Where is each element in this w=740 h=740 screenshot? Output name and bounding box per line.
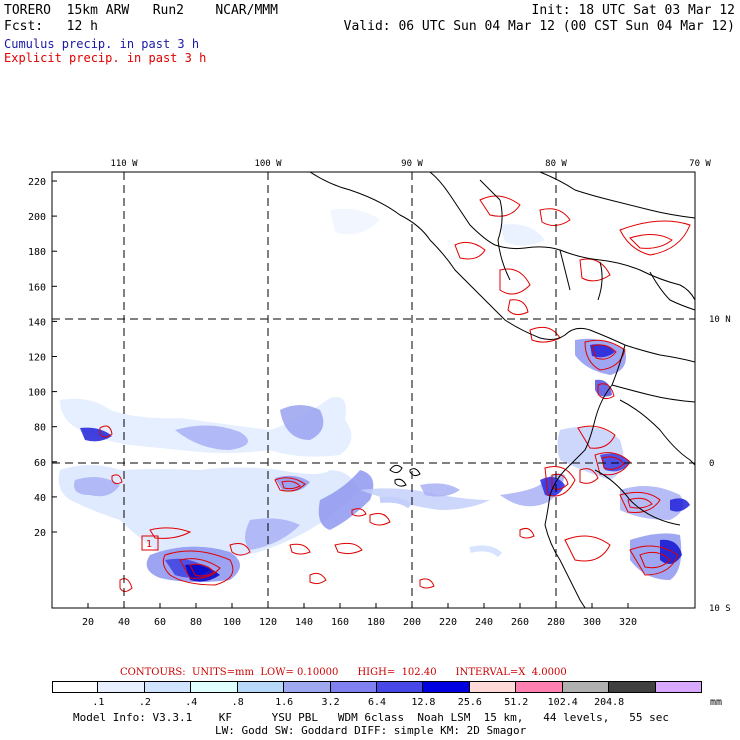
lon-label-80w: 80 W [545, 159, 567, 169]
lat-label-10s: 10 S [709, 604, 731, 614]
colorbar-label: 6.4 [367, 697, 387, 708]
colorbar-cell [330, 681, 377, 693]
colorbar-cell [98, 681, 145, 693]
footer-model-info: Model Info: V3.3.1 KF YSU PBL WDM 6class… [73, 711, 670, 724]
header-line2-left: Fcst: 12 h [4, 19, 98, 34]
lat-labels: 10 N 0 10 S [709, 315, 731, 614]
y-tick-label: 140 [28, 317, 46, 328]
y-tick-label: 80 [34, 423, 46, 434]
colorbar-label: .8 [231, 697, 244, 708]
footer-physics-info: LW: Godd SW: Goddard DIFF: simple KM: 2D… [215, 724, 527, 737]
colorbar-cell [284, 681, 331, 693]
y-tick-label: 180 [28, 247, 46, 258]
colorbar-label: .4 [185, 697, 198, 708]
header-line1-right: Init: 18 UTC Sat 03 Mar 12 [531, 3, 736, 18]
y-tick-label: 120 [28, 353, 46, 364]
lat-label-0: 0 [709, 459, 714, 469]
x-tick-label: 160 [331, 617, 349, 628]
colorbar-cell [655, 681, 702, 693]
lon-label-100w: 100 W [254, 159, 282, 169]
lon-label-70w: 70 W [689, 159, 711, 169]
colorbar-label: 102.4 [547, 697, 578, 708]
x-tick-label: 300 [583, 617, 601, 628]
y-axis-ticks: 220 200 180 160 140 120 100 80 60 40 20 [28, 177, 57, 539]
x-tick-label: 240 [475, 617, 493, 628]
colorbar-cell [377, 681, 424, 693]
y-tick-label: 20 [34, 528, 46, 539]
colorbar-cell [469, 681, 517, 693]
coastlines [309, 172, 695, 608]
lon-label-90w: 90 W [401, 159, 423, 169]
colorbar-cell [144, 681, 192, 693]
x-tick-label: 140 [295, 617, 313, 628]
colorbar-label: 204.8 [594, 697, 625, 708]
colorbar-label: .1 [92, 697, 105, 708]
x-tick-label: 120 [259, 617, 277, 628]
x-tick-label: 20 [82, 617, 94, 628]
colorbar-cell [562, 681, 610, 693]
x-tick-label: 180 [367, 617, 385, 628]
x-tick-label: 80 [190, 617, 202, 628]
colorbar-cell [609, 681, 656, 693]
contour-info: CONTOURS: UNITS=mm LOW= 0.10000 HIGH= 10… [120, 667, 567, 678]
header-line1-left: TORERO 15km ARW Run2 NCAR/MMM [4, 3, 278, 18]
colorbar-cell [52, 681, 99, 693]
colorbar-label: 12.8 [411, 697, 436, 708]
colorbar-cell [423, 681, 470, 693]
lat-label-10n: 10 N [709, 315, 731, 325]
cumulus-precip-layer [58, 208, 690, 583]
y-tick-label: 200 [28, 212, 46, 223]
y-tick-label: 40 [34, 493, 46, 504]
colorbar-unit: mm [709, 697, 723, 708]
y-tick-label: 100 [28, 388, 46, 399]
header-line2-right: Valid: 06 UTC Sun 04 Mar 12 (00 CST Sun … [343, 19, 735, 34]
colorbar-cell [191, 681, 238, 693]
explicit-precip-contours [99, 195, 691, 592]
y-tick-label: 60 [34, 458, 46, 469]
legend-explicit: Explicit precip. in past 3 h [4, 51, 207, 65]
x-tick-label: 280 [547, 617, 565, 628]
colorbar-label: .2 [138, 697, 151, 708]
x-tick-label: 60 [154, 617, 166, 628]
lon-label-110w: 110 W [110, 159, 138, 169]
plot-frame [51, 171, 696, 609]
x-tick-label: 40 [118, 617, 130, 628]
station-marker-label: 1 [146, 539, 152, 550]
x-tick-label: 220 [439, 617, 457, 628]
legend-cumulus: Cumulus precip. in past 3 h [4, 37, 200, 51]
lon-labels: 110 W 100 W 90 W 80 W 70 W [110, 159, 711, 169]
x-tick-label: 260 [511, 617, 529, 628]
colorbar-label: 1.6 [275, 697, 294, 708]
y-tick-label: 160 [28, 282, 46, 293]
x-tick-label: 100 [223, 617, 241, 628]
x-tick-label: 320 [619, 617, 637, 628]
y-tick-label: 220 [28, 177, 46, 188]
colorbar-label: 51.2 [504, 697, 529, 708]
colorbar-cell [237, 681, 285, 693]
x-tick-label: 200 [403, 617, 421, 628]
station-marker-box [141, 535, 159, 551]
x-axis-ticks: 20 40 60 80 100 120 140 160 180 200 220 240 260 280 30… [82, 603, 637, 628]
colorbar-label: 25.6 [457, 697, 482, 708]
colorbar-cell [516, 681, 563, 693]
colorbar-label: 3.2 [321, 697, 340, 708]
latlon-grid [52, 172, 695, 608]
